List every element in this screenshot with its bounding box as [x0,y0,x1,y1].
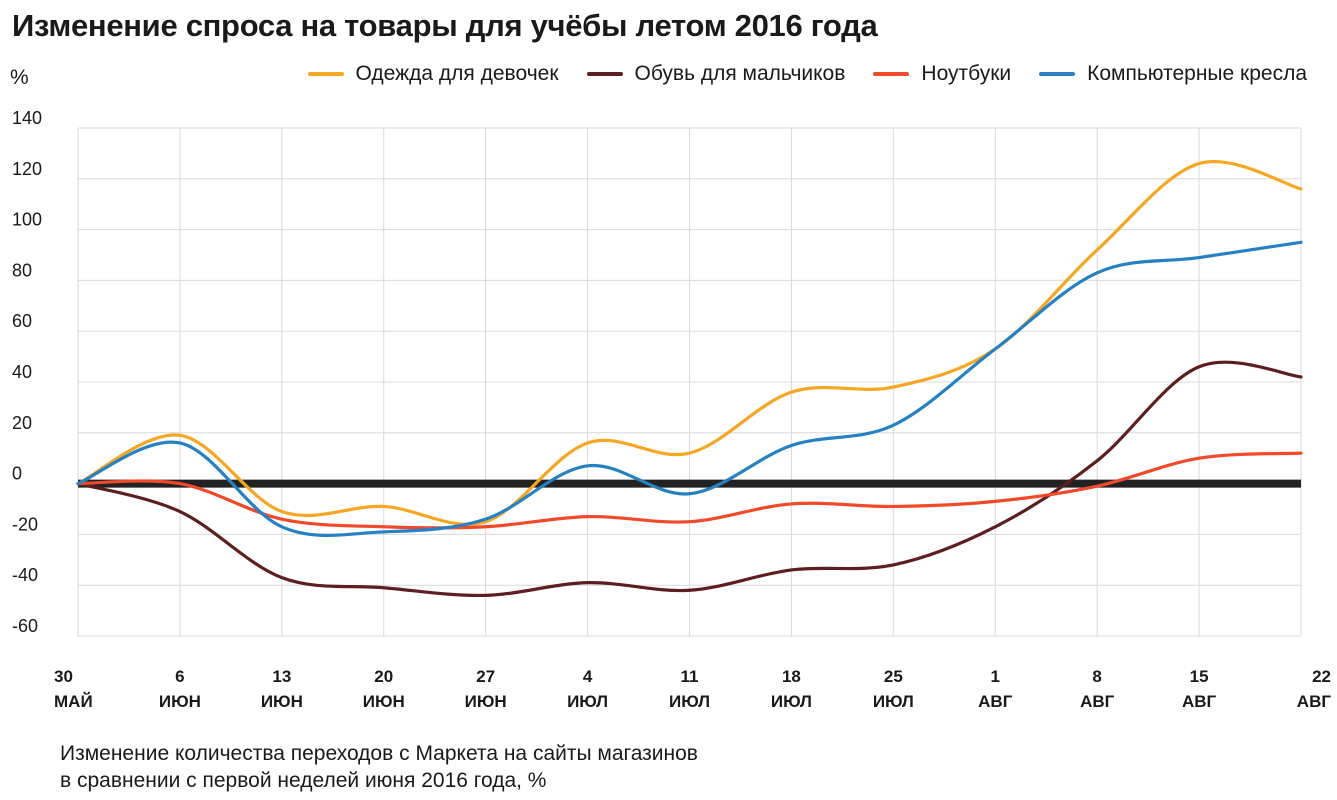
caption-line-2: в сравнении с первой неделей июня 2016 г… [60,769,547,792]
chart-title: Изменение спроса на товары для учёбы лет… [12,8,878,43]
x-tick-month: ИЮЛ [873,692,914,711]
y-tick-label: 140 [12,108,42,128]
legend-item-girls-clothes: Одежда для девочек [307,62,559,86]
x-tick-day: 27 [476,667,495,686]
caption-line-1: Изменение количества переходов с Маркета… [60,742,698,765]
x-tick-day: 13 [272,667,291,686]
x-tick-day: 18 [782,667,801,686]
legend-item-laptops: Ноутбуки [873,62,1011,86]
series-line-computer-chairs [76,240,1303,538]
x-tick-month: ИЮЛ [669,692,710,711]
legend-item-computer-chairs: Компьютерные кресла [1039,62,1307,86]
y-tick-label: 20 [12,413,32,433]
chart-caption: Изменение количества переходов с Маркета… [60,740,698,794]
x-tick-day: 20 [374,667,393,686]
legend-label: Компьютерные кресла [1087,62,1307,85]
legend-item-boys-shoes: Обувь для мальчиков [586,62,846,86]
y-tick-label: 100 [12,210,42,230]
x-tick-day: 22 [1312,667,1331,686]
x-tick-month: ИЮН [261,692,303,711]
x-tick-month: ИЮН [159,692,201,711]
series-line-laptops [76,451,1303,530]
y-tick-label: 40 [12,362,32,382]
y-tick-label: -60 [12,616,38,636]
y-tick-label: 0 [12,464,22,484]
y-axis-ticks: 140 120 100 80 60 40 20 0 -20 -40 -60 [12,108,42,636]
x-tick-month: ИЮЛ [567,692,608,711]
x-tick-month: ИЮЛ [771,692,812,711]
legend-swatch [873,72,910,76]
x-tick-month: ИЮН [363,692,405,711]
x-tick-day: 30 [54,667,73,686]
x-tick-month: АВГ [1297,692,1332,711]
y-axis-unit: % [10,66,29,89]
legend-swatch [307,72,344,76]
x-tick-month: ИЮН [465,692,507,711]
x-axis-ticks: 30МАЙ6ИЮН13ИЮН20ИЮН27ИЮН4ИЮЛ11ИЮЛ18ИЮЛ25… [54,667,1331,711]
y-tick-label: 60 [12,311,32,331]
x-tick-month: МАЙ [54,692,93,711]
legend-label: Ноутбуки [921,62,1012,85]
legend-label: Обувь для мальчиков [634,62,846,85]
legend-label: Одежда для девочек [355,62,559,85]
grid [77,127,1302,637]
y-tick-label: -20 [12,514,38,534]
series-line-girls-clothes [76,160,1303,526]
x-tick-day: 11 [681,667,699,686]
x-tick-month: АВГ [1182,692,1217,711]
x-tick-day: 15 [1190,667,1209,686]
x-tick-month: АВГ [978,692,1013,711]
x-tick-day: 8 [1092,667,1101,686]
y-tick-label: 120 [12,159,42,179]
series-lines [76,160,1303,598]
x-tick-day: 4 [583,667,593,686]
x-tick-month: АВГ [1080,692,1115,711]
y-tick-label: 80 [12,260,32,280]
x-tick-day: 1 [991,667,1000,686]
legend-swatch [586,72,623,76]
y-tick-label: -40 [12,565,38,585]
x-tick-day: 25 [884,667,903,686]
x-tick-day: 6 [175,667,184,686]
legend-swatch [1039,72,1076,76]
series-line-boys-shoes [76,360,1303,598]
legend: Одежда для девочек Обувь для мальчиков Н… [307,62,1307,86]
